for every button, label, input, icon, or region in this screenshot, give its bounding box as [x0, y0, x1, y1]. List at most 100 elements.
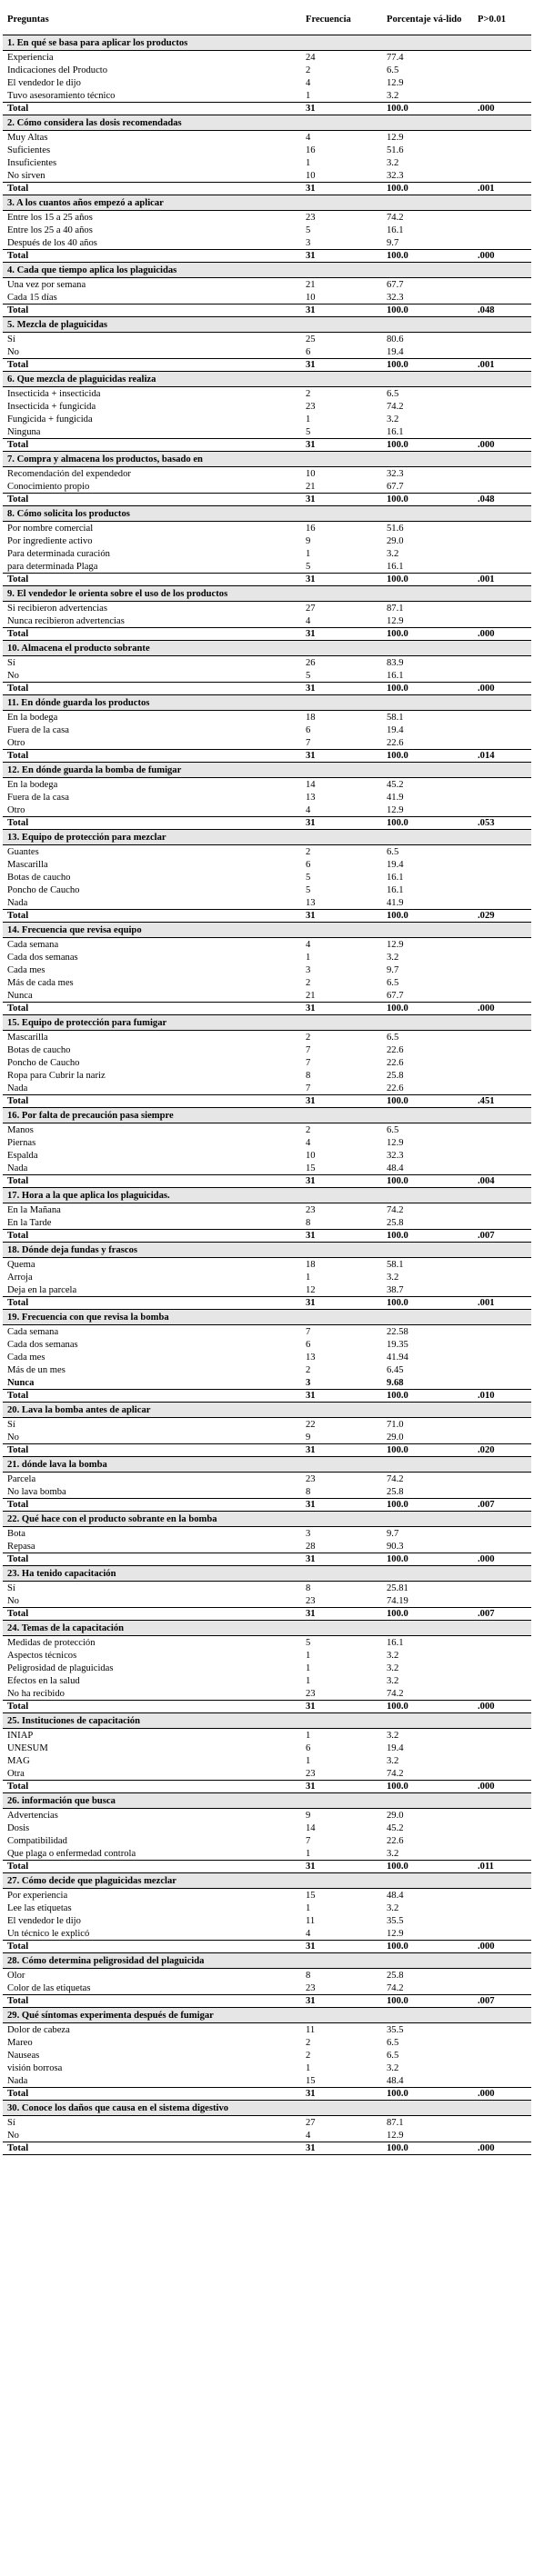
- answer-percent: 12.9: [387, 615, 404, 626]
- answer-row: Sí 27 87.1: [3, 2116, 531, 2130]
- total-percent: 100.0: [382, 1296, 473, 1310]
- total-p-value: .053: [473, 816, 531, 830]
- answer-label: Insuficientes: [7, 157, 57, 168]
- answer-frequency: 1: [306, 1272, 311, 1283]
- answer-p-value: [473, 1376, 531, 1390]
- answer-row: En la Tarde 8 25.8: [3, 1216, 531, 1230]
- total-row: Total 31 100.0.000: [3, 1940, 531, 1953]
- section-title: 4. Cada que tiempo aplica los plaguicida…: [3, 262, 531, 278]
- answer-p-value: [473, 778, 531, 792]
- answer-row: Arroja 1 3.2: [3, 1271, 531, 1283]
- section-title: 5. Mezcla de plaguicidas: [3, 316, 531, 333]
- answer-p-value: [473, 547, 531, 560]
- answer-row: Otro 4 12.9: [3, 804, 531, 817]
- answer-row: Deja en la parcela 12 38.7: [3, 1283, 531, 1297]
- answer-p-value: [473, 560, 531, 574]
- answer-p-value: [473, 413, 531, 425]
- answer-frequency: 2: [306, 65, 311, 75]
- section-title-row: 7. Compra y almacena los productos, basa…: [3, 451, 531, 467]
- answer-row: Dolor de cabeza 11 35.5: [3, 2023, 531, 2037]
- answer-p-value: [473, 89, 531, 103]
- answer-p-value: [473, 1123, 531, 1137]
- total-row: Total 31 100.0.451: [3, 1094, 531, 1108]
- answer-percent: 19.4: [387, 1742, 404, 1753]
- answer-percent: 9.7: [387, 1528, 399, 1539]
- section-title-row: 8. Cómo solicita los productos: [3, 505, 531, 522]
- section-title: 9. El vendedor le orienta sobre el uso d…: [3, 585, 531, 602]
- total-frequency: 31: [301, 1229, 382, 1243]
- answer-frequency: 6: [306, 1742, 311, 1753]
- answer-label: Color de las etiquetas: [7, 1982, 91, 1993]
- answer-percent: 19.4: [387, 346, 404, 357]
- answer-frequency: 1: [306, 90, 311, 101]
- total-percent: 100.0: [382, 358, 473, 372]
- total-percent: 100.0: [382, 182, 473, 195]
- answer-percent: 12.9: [387, 939, 404, 950]
- answer-frequency: 10: [306, 170, 316, 181]
- answer-percent: 45.2: [387, 779, 404, 790]
- answer-p-value: [473, 425, 531, 439]
- total-label: Total: [3, 1700, 301, 1713]
- answer-frequency: 4: [306, 132, 311, 143]
- section-title: 26. información que busca: [3, 1792, 531, 1809]
- answer-label: Piernas: [7, 1137, 36, 1148]
- total-frequency: 31: [301, 816, 382, 830]
- total-row: Total 31 100.0.029: [3, 909, 531, 923]
- answer-frequency: 2: [306, 1032, 311, 1043]
- answer-frequency: 2: [306, 1364, 311, 1375]
- answer-row: Nada 13 41.9: [3, 896, 531, 910]
- answer-percent: 87.1: [387, 603, 404, 614]
- answer-label: Nada: [7, 897, 28, 908]
- total-percent: 100.0: [382, 749, 473, 763]
- answer-frequency: 4: [306, 1928, 311, 1939]
- total-frequency: 31: [301, 1700, 382, 1713]
- total-row: Total 31 100.0.001: [3, 358, 531, 372]
- total-label: Total: [3, 682, 301, 695]
- section-title: 17. Hora a la que aplica los plaguicidas…: [3, 1187, 531, 1203]
- answer-frequency: 2: [306, 977, 311, 988]
- total-percent: 100.0: [382, 1994, 473, 2008]
- answer-row: Mascarilla 2 6.5: [3, 1031, 531, 1044]
- answer-frequency: 18: [306, 1259, 316, 1270]
- total-percent: 100.0: [382, 682, 473, 695]
- answer-frequency: 1: [306, 952, 311, 963]
- answer-p-value: [473, 1822, 531, 1834]
- answer-percent: 87.1: [387, 2117, 404, 2128]
- answer-p-value: [473, 1662, 531, 1674]
- total-label: Total: [3, 1498, 301, 1512]
- answer-frequency: 1: [306, 1662, 311, 1673]
- total-percent: 100.0: [382, 1002, 473, 1015]
- total-percent: 100.0: [382, 1940, 473, 1953]
- answer-label: Olor: [7, 1970, 25, 1981]
- section-title: 3. A los cuantos años empezó a aplicar: [3, 195, 531, 211]
- answer-p-value: [473, 1649, 531, 1662]
- answer-label: Manos: [7, 1124, 34, 1135]
- answer-frequency: 3: [306, 1377, 311, 1388]
- answer-percent: 3.2: [387, 548, 399, 559]
- answer-label: Entre los 25 a 40 años: [7, 225, 93, 235]
- total-label: Total: [3, 1094, 301, 1108]
- answer-row: Espalda 10 32.3: [3, 1149, 531, 1162]
- answer-label: El vendedor le dijo: [7, 1915, 81, 1926]
- answer-row: Lee las etiquetas 1 3.2: [3, 1902, 531, 1914]
- answer-p-value: [473, 1283, 531, 1297]
- answer-p-value: [473, 656, 531, 670]
- total-percent: 100.0: [382, 1607, 473, 1621]
- answer-label: No: [7, 2130, 19, 2141]
- total-percent: 100.0: [382, 304, 473, 317]
- total-label: Total: [3, 358, 301, 372]
- answer-row: Fuera de la casa 6 19.4: [3, 724, 531, 736]
- answer-row: Cada semana 7 22.58: [3, 1325, 531, 1339]
- answer-frequency: 21: [306, 481, 316, 492]
- total-label: Total: [3, 102, 301, 115]
- answer-row: Nada 7 22.6: [3, 1082, 531, 1095]
- answer-row: No sirven 10 32.3: [3, 169, 531, 183]
- answer-percent: 3.2: [387, 1650, 399, 1661]
- answer-percent: 74.2: [387, 401, 404, 412]
- total-row: Total 31 100.0.007: [3, 1607, 531, 1621]
- answer-p-value: [473, 2036, 531, 2049]
- answer-p-value: [473, 278, 531, 292]
- answer-row: Efectos en la salud 1 3.2: [3, 1674, 531, 1687]
- answer-percent: 6.5: [387, 2050, 399, 2061]
- section-title-row: 17. Hora a la que aplica los plaguicidas…: [3, 1187, 531, 1203]
